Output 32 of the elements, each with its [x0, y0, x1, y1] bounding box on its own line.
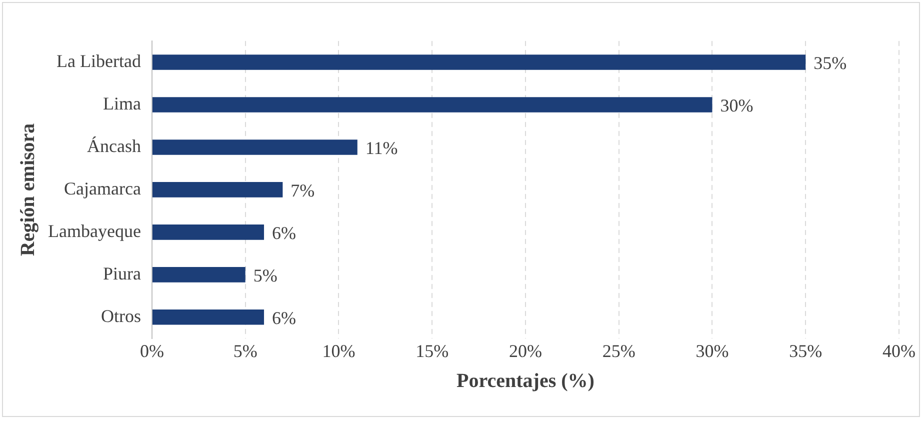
- data-label: 6%: [272, 222, 296, 243]
- x-tick-label: 35%: [789, 340, 822, 361]
- x-tick-label: 25%: [602, 340, 636, 361]
- y-tick-label: Otros: [100, 306, 141, 326]
- y-axis-title: Región emisora: [17, 123, 40, 256]
- x-tick-label: 5%: [233, 340, 258, 361]
- bar: [152, 140, 358, 155]
- data-label: 6%: [272, 308, 296, 328]
- y-tick-label: Lima: [102, 93, 141, 114]
- x-tick-label: 20%: [508, 340, 542, 361]
- data-label: 7%: [290, 180, 315, 200]
- x-tick-label: 30%: [696, 340, 729, 361]
- y-tick-label: Áncash: [86, 136, 141, 156]
- x-tick-label: 10%: [322, 340, 356, 361]
- y-tick-label: Piura: [102, 263, 141, 284]
- x-tick-label: 0%: [140, 340, 164, 361]
- y-tick-label: Lambayeque: [48, 220, 141, 241]
- x-tick-label: 40%: [882, 340, 916, 361]
- data-label: 35%: [814, 52, 847, 73]
- data-label: 11%: [365, 138, 398, 158]
- data-label: 5%: [253, 265, 278, 286]
- y-tick-label: Cajamarca: [64, 178, 141, 198]
- bar: [152, 54, 806, 70]
- data-label: 30%: [720, 95, 754, 116]
- bar: [152, 224, 264, 240]
- x-axis-title: Porcentajes (%): [456, 370, 594, 392]
- x-tick-label: 15%: [416, 340, 449, 361]
- bar: [152, 310, 264, 325]
- bar: [152, 182, 283, 198]
- bar: [152, 97, 712, 112]
- bar: [152, 267, 246, 282]
- y-tick-label: La Libertad: [56, 50, 141, 71]
